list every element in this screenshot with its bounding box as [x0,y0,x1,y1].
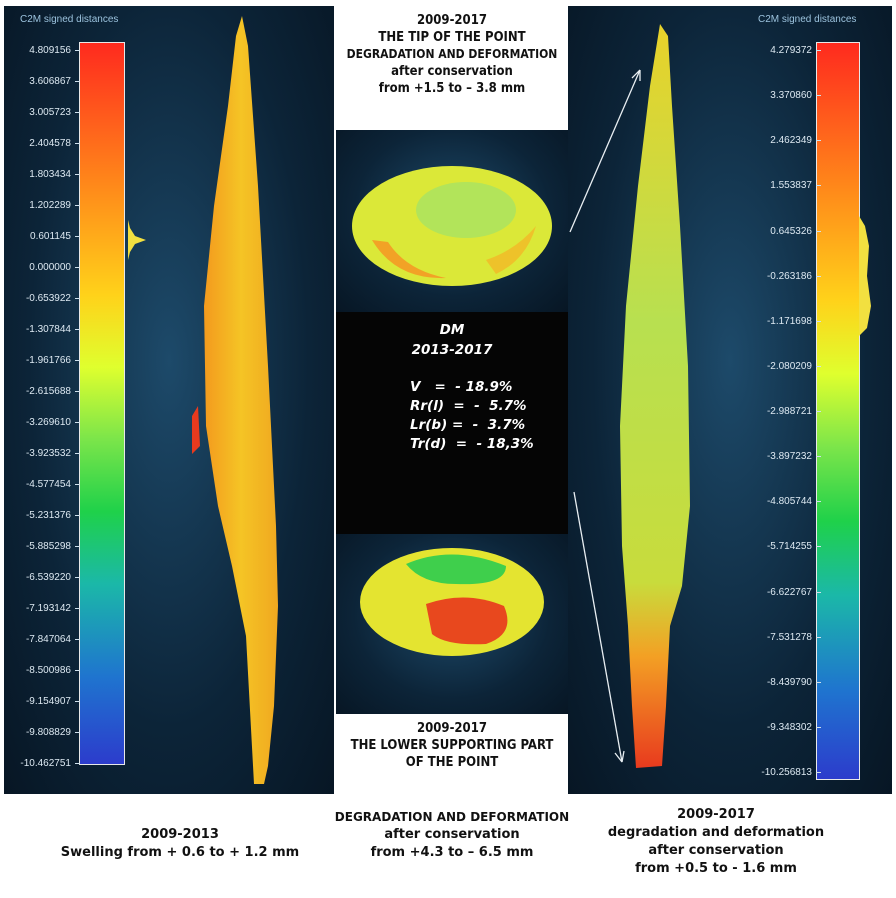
tip-cross-section-panel [336,130,568,312]
colorbar-tick-label: 1.202289 [29,200,80,211]
center-caption-line3: from +4.3 to – 6.5 mm [370,845,534,860]
left-point-model [192,16,278,784]
colorbar-tick-label: -9.154907 [25,696,81,707]
colorbar-tick-label: 3.370860 [770,90,821,102]
bottom-box-subtitle: OF THE POINT [405,755,499,770]
colorbar-tick-label: 0.645326 [770,225,821,237]
colorbar-tick-label: -7.847064 [25,634,81,645]
dm-row-breadth: Lr(b) = - 3.7% [410,417,526,433]
left-caption-year: 2009-2013 [141,827,219,842]
left-colorbar-title: C2M signed distances [20,14,119,25]
center-caption-line2: after conservation [384,827,520,842]
top-box-subtitle: DEGRADATION AND DEFORMATION [346,47,558,61]
colorbar-tick-label: -5.231376 [25,510,81,521]
colorbar-tick-label: -10.462751 [20,758,80,769]
right-colorbar-title: C2M signed distances [758,14,857,25]
center-caption-line1: DEGRADATION AND DEFORMATION [334,810,570,824]
colorbar-tick-label: -5.885298 [25,541,81,552]
left-caption-text: Swelling from + 0.6 to + 1.2 mm [60,845,300,860]
colorbar-tick-label: -4.577454 [25,479,81,490]
colorbar-tick-label: -1.307844 [25,324,81,335]
colorbar-tick-label: -8.500986 [25,665,81,676]
dm-row-length: Rr(l) = - 5.7% [410,398,527,414]
colorbar-tick-label: 4.809156 [29,45,80,56]
colorbar-tick-label: -4.805744 [766,496,822,508]
colorbar-tick-label: -5.714255 [766,541,822,553]
colorbar-tick-label: -2.988721 [766,406,822,417]
dm-title: DM [439,322,465,338]
dm-row-volume: V = - 18.9% [410,379,513,395]
colorbar-tick-label: 2.404578 [29,138,80,149]
right-colorbar [816,42,860,780]
tip-cross-section [352,166,552,286]
colorbar-tick-label: -8.439790 [766,676,822,688]
top-box-after: after conservation [391,64,513,79]
colorbar-tick-label: 3.606867 [29,76,80,87]
dm-values: DM 2013-2017 V = - 18.9% Rr(l) = - 5.7% … [336,320,568,454]
right-colorbar-ticks: 4.279372 3.370860 2.462349 1.553837 0.645326… [756,6,822,794]
colorbar-tick-label: -9.808829 [25,727,81,738]
top-box-year: 2009-2017 [417,13,487,28]
dm-panel: DM 2013-2017 V = - 18.9% Rr(l) = - 5.7% … [336,312,568,534]
colorbar-tick-label: -7.193142 [25,603,81,614]
top-description-box: 2009-2017 THE TIP OF THE POINT DEGRADATI… [336,6,568,136]
left-colorbar [79,42,125,765]
colorbar-tick-label: 0.000000 [29,262,80,273]
colorbar-tick-label: -3.923532 [25,448,81,459]
right-caption-year: 2009-2017 [677,807,755,822]
right-histogram [859,216,871,336]
colorbar-tick-label: -0.263186 [766,270,822,282]
left-colorbar-ticks: 4.809156 3.606867 3.005723 2.404578 1.803434… [4,6,81,794]
colorbar-tick-label: -2.080209 [766,360,822,372]
colorbar-tick-label: 4.279372 [770,45,821,56]
dm-period: 2013-2017 [411,342,493,358]
right-point-model [620,24,690,768]
left-scan-panel: C2M signed distances 4.809156 3.606867 3.0… [4,6,334,794]
colorbar-tick-label: 0.601145 [30,231,80,242]
left-histogram [128,220,146,260]
left-caption: 2009-2013 Swelling from + 0.6 to + 1.2 m… [40,826,320,862]
colorbar-tick-label: 2.462349 [770,135,821,147]
right-caption-line4: from +0.5 to - 1.6 mm [635,861,797,876]
right-caption-line3: after conservation [648,843,784,858]
colorbar-tick-label: -0.653922 [25,293,81,304]
bottom-box-title: THE LOWER SUPPORTING PART [350,738,554,753]
bottom-box-year: 2009-2017 [417,721,487,736]
colorbar-tick-label: -6.539220 [25,572,81,583]
base-cross-section [360,548,544,656]
colorbar-tick-label: -2.615688 [25,386,81,397]
colorbar-tick-label: 3.005723 [29,107,80,118]
colorbar-tick-label: -9.348302 [766,721,822,733]
colorbar-tick-label: -6.622767 [766,586,822,598]
colorbar-tick-label: 1.803434 [29,169,80,180]
colorbar-tick-label: -10.256813 [761,767,821,778]
top-box-range: from +1.5 to – 3.8 mm [378,81,526,96]
dm-row-thickness: Tr(d) = - 18,3% [410,436,534,452]
right-scan-panel: C2M signed distances 4.279372 3.370860 2.4… [568,6,892,794]
right-caption-line2: degradation and deformation [607,825,825,840]
colorbar-tick-label: -7.531278 [766,631,822,643]
colorbar-tick-label: -3.897232 [766,451,822,463]
colorbar-tick-label: -1.961766 [25,355,81,366]
top-box-title: THE TIP OF THE POINT [378,30,526,45]
colorbar-tick-label: -1.171698 [766,315,822,327]
right-caption: 2009-2017 degradation and deformation af… [596,806,836,878]
center-caption: DEGRADATION AND DEFORMATION after conser… [326,808,578,862]
base-cross-section-panel [336,534,568,714]
bottom-description-box: 2009-2017 THE LOWER SUPPORTING PART OF T… [336,714,568,800]
colorbar-tick-label: -3.269610 [25,417,81,428]
colorbar-tick-label: 1.553837 [770,180,821,192]
